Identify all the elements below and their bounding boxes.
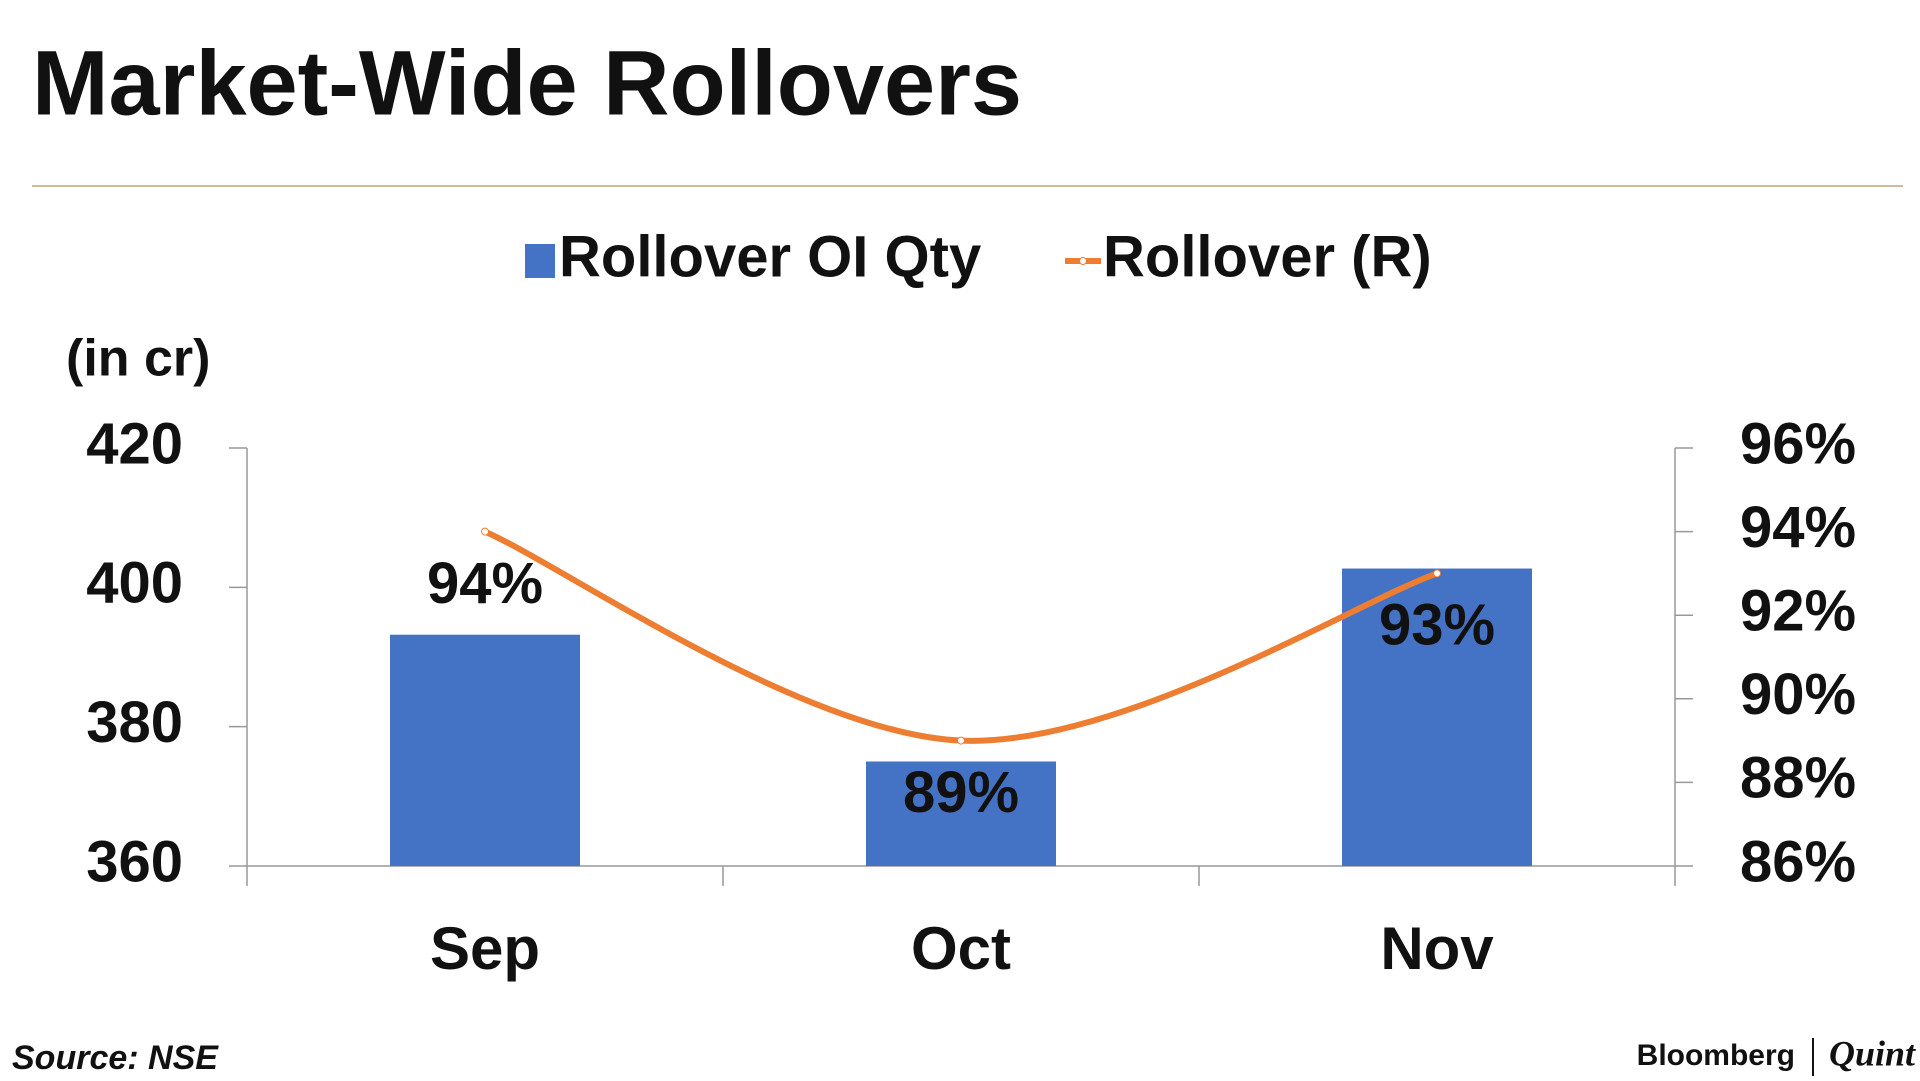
data-label: 94% <box>427 551 543 616</box>
y2-tick-label: 88% <box>1740 746 1856 811</box>
brand-left: Bloomberg <box>1637 1039 1795 1072</box>
y-tick-label: 380 <box>86 690 183 755</box>
line-marker <box>957 736 965 745</box>
y-tick-label: 360 <box>86 829 183 894</box>
x-tick-label: Nov <box>1380 915 1494 982</box>
data-label: 93% <box>1379 593 1495 658</box>
chart-title: Market-Wide Rollovers <box>32 32 1022 134</box>
bar <box>1342 568 1532 866</box>
bar <box>866 761 1056 866</box>
y2-tick-label: 90% <box>1740 662 1856 727</box>
x-tick-label: Sep <box>430 915 540 982</box>
legend-label: Rollover OI Qty <box>559 224 981 289</box>
legend-label: Rollover (R) <box>1103 224 1432 289</box>
legend-swatch-marker <box>1079 257 1087 265</box>
y2-tick-label: 92% <box>1740 579 1856 644</box>
data-label: 89% <box>903 760 1019 825</box>
bar <box>390 634 580 866</box>
y2-tick-label: 86% <box>1740 829 1856 894</box>
legend-swatch <box>525 244 555 278</box>
y2-tick-label: 96% <box>1740 411 1856 476</box>
y-tick-label: 420 <box>86 411 183 476</box>
y-tick-label: 400 <box>86 551 183 616</box>
brand-right: Quint <box>1829 1033 1916 1073</box>
x-tick-label: Oct <box>911 915 1011 982</box>
y2-tick-label: 94% <box>1740 495 1856 560</box>
line-marker <box>1433 569 1441 578</box>
line-marker <box>481 527 489 536</box>
y-axis-label: (in cr) <box>66 330 210 388</box>
source: Source: NSE <box>12 1039 219 1077</box>
